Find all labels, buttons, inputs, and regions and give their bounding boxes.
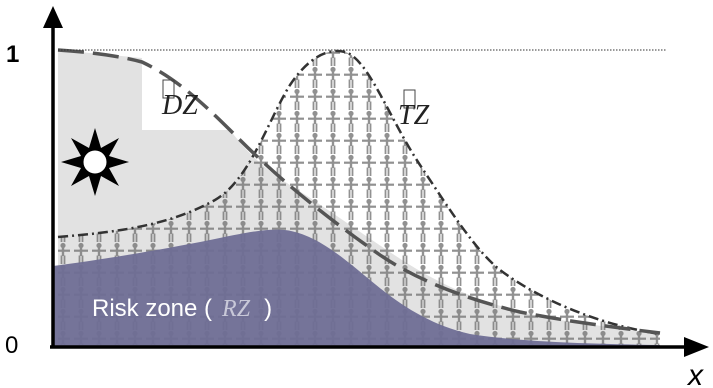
rz-label-suffix: ) (264, 295, 272, 322)
x-axis-label: x (686, 359, 704, 388)
dz-label-box-glyph (162, 79, 175, 99)
y-axis-arrow (43, 6, 63, 28)
x-axis-arrow (684, 337, 709, 357)
tz-label: TZ (398, 100, 430, 131)
rz-label-symbol: RZ (221, 296, 251, 322)
y-tick-zero: 0 (5, 332, 18, 359)
sun-icon (61, 128, 129, 196)
dz-boundary (57, 48, 661, 335)
rz-label: Risk zone ( RZ ) (92, 295, 272, 322)
rz-label-prefix: Risk zone ( (92, 295, 212, 322)
y-tick-one: 1 (6, 41, 19, 68)
tz-boundary (57, 49, 661, 336)
dz-label: DZ (161, 90, 198, 121)
tz-label-box-glyph (403, 89, 416, 109)
rz-region (53, 229, 660, 346)
